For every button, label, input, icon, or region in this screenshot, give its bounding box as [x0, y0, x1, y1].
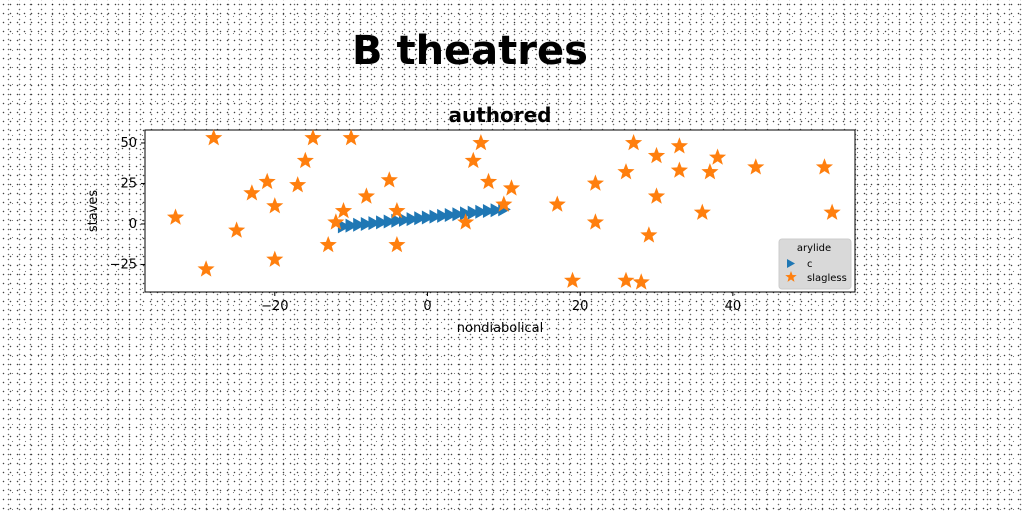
x-tick-label: −20 — [261, 299, 288, 314]
triangle-point — [467, 205, 481, 220]
star-point — [670, 161, 688, 178]
y-tick-label: 50 — [120, 136, 137, 151]
star-point — [464, 151, 482, 169]
legend: arylide c slagless — [778, 238, 852, 290]
star-point — [319, 236, 337, 253]
triangle-point — [444, 208, 458, 223]
triangle-point — [353, 217, 366, 232]
x-tick-label: 40 — [725, 299, 742, 314]
x-tick-label: 0 — [423, 299, 431, 314]
star-point — [197, 260, 215, 277]
legend-label-slagless: slagless — [807, 273, 847, 284]
triangle-point — [383, 214, 397, 229]
triangle-point — [345, 218, 359, 233]
star-point — [640, 226, 658, 243]
triangle-point — [482, 204, 496, 218]
star-point — [625, 134, 643, 151]
star-point — [617, 163, 635, 180]
star-point — [380, 171, 398, 188]
triangle-point — [452, 207, 466, 222]
star-point — [747, 158, 765, 175]
x-tick-label: 20 — [572, 299, 589, 314]
star-point — [357, 187, 375, 204]
star-point — [258, 172, 276, 190]
legend-marker-slagless — [785, 271, 797, 282]
legend-box — [778, 238, 852, 290]
star-point — [586, 213, 604, 230]
star-point — [304, 129, 322, 146]
data-points — [167, 129, 841, 290]
star-point — [502, 179, 520, 196]
triangle-point — [475, 204, 488, 219]
triangle-point — [460, 206, 473, 221]
star-point — [457, 213, 475, 230]
triangle-point — [406, 212, 420, 227]
star-point — [586, 174, 604, 191]
y-axis-label: staves — [86, 190, 101, 233]
triangle-point — [429, 209, 443, 224]
star-point — [480, 172, 498, 190]
star-point — [632, 273, 650, 290]
star-point — [334, 202, 353, 219]
y-tick-label: 25 — [120, 176, 137, 191]
legend-label-c: c — [807, 259, 813, 270]
triangle-point — [490, 203, 504, 218]
axis-ticks: −20 0 20 40 −25 0 25 50 — [110, 136, 742, 314]
star-point — [548, 195, 566, 212]
legend-title: arylide — [797, 243, 831, 254]
triangle-point — [437, 208, 450, 223]
star-point — [266, 197, 284, 214]
star-point — [243, 184, 261, 201]
star-point — [709, 148, 727, 165]
y-tick-label: 0 — [129, 217, 137, 232]
star-point — [647, 146, 666, 164]
star-point — [617, 271, 635, 288]
triangle-point — [391, 213, 404, 228]
triangle-point — [414, 211, 427, 226]
star-point — [823, 203, 841, 220]
triangle-point — [398, 212, 412, 227]
triangle-point — [421, 210, 435, 225]
star-point — [693, 203, 711, 220]
star-point — [296, 151, 314, 169]
star-point — [228, 221, 246, 238]
y-tick-label: −25 — [110, 257, 137, 272]
star-point — [342, 129, 360, 146]
star-point — [388, 236, 406, 253]
star-point — [472, 134, 490, 151]
star-point — [815, 158, 833, 175]
star-point — [670, 137, 688, 154]
triangle-point — [360, 216, 374, 231]
star-point — [167, 208, 185, 225]
star-point — [205, 129, 223, 146]
star-point — [289, 176, 307, 193]
star-point — [564, 271, 582, 288]
star-point — [495, 195, 513, 212]
chart-title: authored — [448, 103, 551, 127]
star-point — [266, 250, 284, 267]
x-axis-label: nondiabolical — [457, 321, 543, 336]
page-title: B theatres — [352, 28, 588, 74]
star-point — [327, 213, 345, 230]
triangle-point — [376, 215, 389, 230]
legend-marker-c — [787, 259, 795, 268]
star-point — [647, 187, 666, 204]
triangle-point — [337, 219, 351, 234]
star-point — [388, 202, 406, 219]
star-point — [701, 163, 719, 180]
triangle-point — [368, 216, 382, 231]
